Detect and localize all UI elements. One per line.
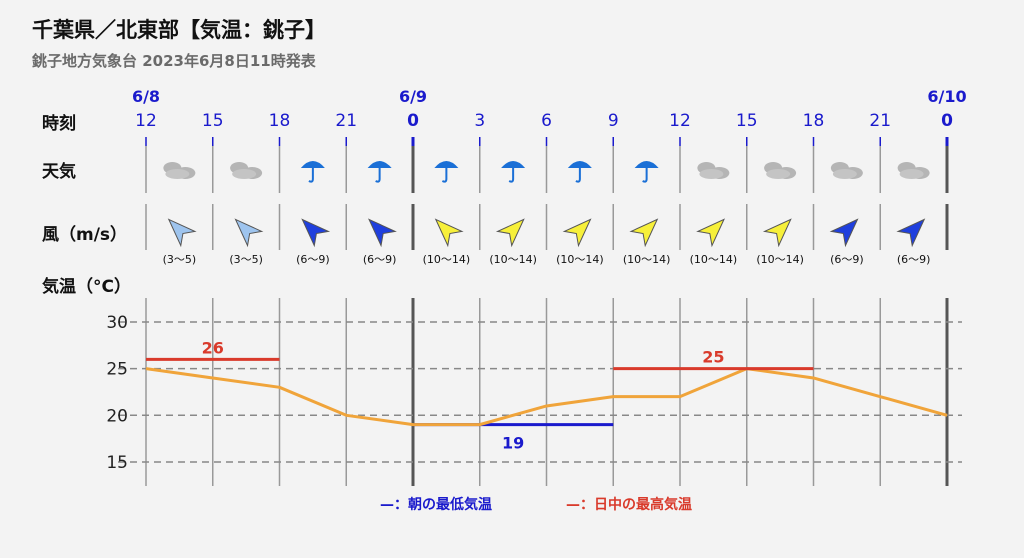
hour-label: 18: [269, 111, 291, 131]
wind-arrow-icon: [629, 218, 659, 248]
hour-label: 0: [407, 111, 419, 131]
cloud-icon: [697, 162, 730, 179]
wind-arrow-icon: [696, 218, 725, 248]
umbrella-icon: [634, 161, 659, 183]
date-label: 6/9: [399, 87, 427, 106]
umbrella-icon: [367, 161, 392, 183]
cloud-icon: [764, 162, 797, 179]
axis-labels: 12 15 18 21 0 3 6 9 12 15 18 21 0 6/8 6/9 6/10 30 25 20 15: [106, 87, 966, 473]
wind-speed-range: (3～5): [163, 253, 197, 266]
hour-label: 21: [869, 111, 891, 131]
cloud-part: [232, 169, 257, 179]
wind-speed-range: (3～5): [229, 253, 263, 266]
wind-arrow-icon: [234, 218, 264, 248]
hour-label: 9: [608, 111, 619, 131]
cloud-part: [766, 169, 791, 179]
umbrella-handle: [375, 168, 381, 183]
umbrella-handle: [508, 168, 515, 183]
y-tick-label: 30: [106, 313, 128, 333]
min-temp-label: 19: [502, 434, 524, 453]
page-subtitle: 銚子地方気象台 2023年6月8日11時発表: [32, 52, 316, 70]
date-label: 6/10: [927, 87, 966, 106]
date-label: 6/8: [132, 87, 160, 106]
weather-row-label: 天気: [42, 161, 76, 182]
cloud-icon: [163, 162, 196, 179]
legend-max-temp: —：日中の最高気温: [566, 496, 692, 513]
hour-label: 15: [202, 111, 224, 131]
y-tick-label: 20: [106, 406, 128, 426]
y-tick-label: 15: [106, 453, 128, 473]
umbrella-canopy: [300, 161, 325, 168]
temp-row-label: 気温（°C）: [41, 276, 131, 297]
umbrella-canopy: [367, 161, 392, 168]
wind-speed-range: (10～14): [489, 253, 537, 266]
cloud-part: [832, 169, 857, 179]
wind-arrows: (3～5) (3～5) (6～9) (6～9) (10～14) (10～14) (10～14…: [163, 218, 931, 266]
cloud-part: [699, 169, 724, 179]
cloud-part: [899, 169, 924, 179]
umbrella-handle: [308, 168, 314, 183]
umbrella-canopy: [634, 161, 659, 168]
umbrella-canopy: [434, 161, 459, 168]
wind-arrow-icon: [562, 218, 592, 248]
wind-speed-range: (10～14): [423, 253, 471, 266]
temperature-line: [145, 367, 948, 427]
cloud-icon: [230, 162, 263, 179]
wind-arrow-icon: [368, 218, 397, 248]
legend: —：朝の最低気温 —：日中の最高気温: [380, 496, 692, 513]
grid-layer: [118, 137, 962, 486]
weather-icons: [163, 161, 930, 183]
cloud-icon: [897, 162, 930, 179]
wind-speed-range: (10～14): [623, 253, 671, 266]
umbrella-handle: [642, 168, 648, 183]
wind-arrow-icon: [896, 218, 926, 248]
wind-arrow-icon: [762, 218, 792, 248]
wind-speed-range: (6～9): [897, 253, 931, 266]
wind-arrow-icon: [167, 218, 197, 248]
umbrella-canopy: [501, 161, 526, 168]
wind-arrow-icon: [829, 218, 859, 248]
y-tick-label: 25: [106, 360, 128, 380]
page-title: 千葉県／北東部【気温：銚子】: [32, 18, 326, 42]
wind-speed-range: (6～9): [296, 253, 330, 266]
umbrella-icon: [300, 161, 325, 183]
hour-label: 0: [941, 111, 953, 131]
hour-label: 15: [736, 111, 758, 131]
wind-row-label: 風（m/s）: [42, 224, 127, 245]
legend-min-temp: —：朝の最低気温: [380, 496, 492, 513]
wind-arrow-icon: [495, 218, 525, 248]
umbrella-icon: [434, 161, 459, 183]
max-temp-label: 25: [702, 348, 724, 367]
umbrella-icon: [501, 161, 526, 183]
wind-speed-range: (6～9): [363, 253, 397, 266]
hour-label: 21: [335, 111, 357, 131]
wind-speed-range: (10～14): [756, 253, 804, 266]
hour-label: 18: [803, 111, 825, 131]
temperature-series: 19 26 25: [145, 338, 948, 453]
umbrella-canopy: [567, 161, 592, 168]
umbrella-icon: [567, 161, 592, 183]
hour-label: 6: [541, 111, 552, 131]
cloud-part: [165, 169, 190, 179]
wind-arrow-icon: [301, 218, 331, 248]
hour-label: 12: [669, 111, 691, 131]
wind-speed-range: (10～14): [690, 253, 738, 266]
wind-speed-range: (6～9): [830, 253, 864, 266]
max-temp-label: 26: [202, 338, 224, 357]
cloud-icon: [830, 162, 863, 179]
umbrella-handle: [575, 168, 581, 183]
wind-arrow-icon: [434, 218, 464, 248]
wind-speed-range: (10～14): [556, 253, 604, 266]
time-row-label: 時刻: [42, 113, 76, 134]
umbrella-handle: [441, 168, 448, 183]
hour-label: 12: [135, 111, 157, 131]
hour-label: 3: [474, 111, 485, 131]
